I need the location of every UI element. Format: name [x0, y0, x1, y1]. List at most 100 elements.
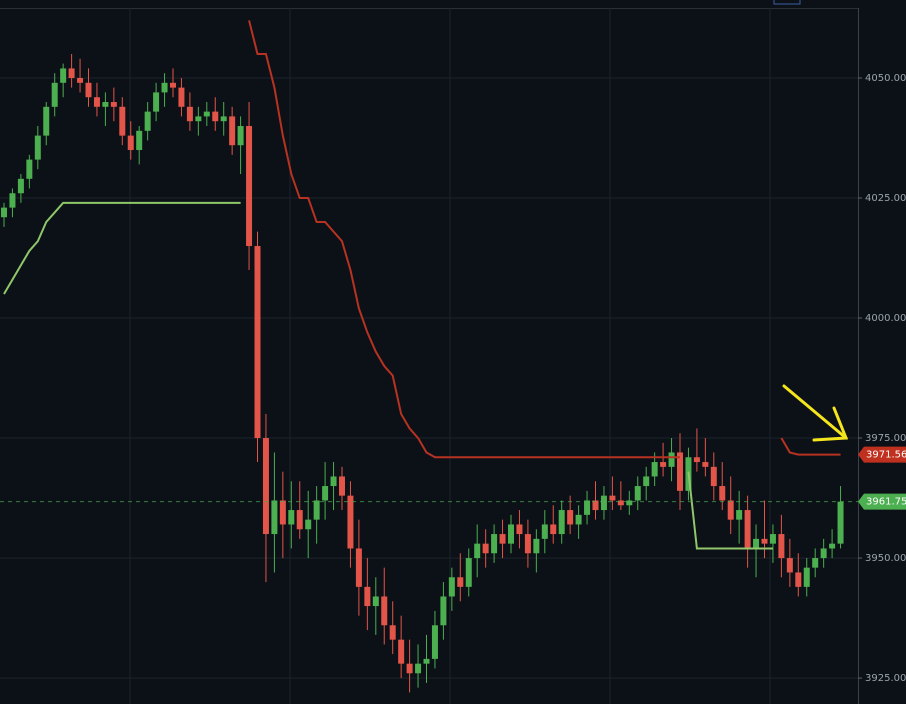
candle-body [567, 510, 574, 525]
vertical-grid [129, 8, 771, 704]
candle-body [660, 462, 667, 467]
candle-body [34, 135, 41, 160]
candle-body [440, 596, 447, 626]
candle-body [651, 462, 658, 477]
candle-body [668, 452, 675, 467]
candle-body [702, 462, 709, 467]
candle-body [524, 534, 531, 554]
y-tick-label: 3950.00 [865, 553, 906, 564]
supertrend-line [687, 471, 773, 550]
candle-body [829, 543, 836, 549]
price-label: 3971.56 [866, 450, 906, 461]
candle-body [406, 663, 413, 674]
candle-body [9, 193, 16, 208]
price-label-bg [858, 446, 906, 463]
supertrend-line [780, 437, 841, 456]
annotation-arrow [782, 384, 849, 442]
candle-body [499, 534, 506, 544]
candle-body [60, 68, 67, 83]
candle-body [322, 486, 329, 501]
candle-body [415, 663, 422, 674]
supertrend-line [248, 20, 680, 459]
supertrend-line [3, 201, 241, 295]
candle-body [119, 106, 126, 136]
candle-body [474, 543, 481, 559]
y-tick-label: 3975.00 [865, 433, 906, 444]
candle-body [643, 476, 650, 487]
candle-body [753, 538, 760, 549]
candle-body [634, 486, 641, 501]
plot: 3925.00 3950.00 3975.00 4000.00 4025.00 4050.… [0, 20, 906, 693]
candle-body [508, 524, 514, 544]
candle-body [296, 510, 303, 530]
candle-body [212, 111, 219, 122]
candle-body [77, 78, 84, 83]
candle-body [761, 538, 768, 544]
candle-body [195, 116, 202, 122]
price-label-bg [858, 493, 906, 510]
y-tick-label: 4050.00 [865, 73, 906, 84]
candle-body [677, 452, 683, 491]
candle-body [1, 207, 7, 218]
candle-body [93, 97, 100, 107]
candle-body [330, 476, 337, 487]
candle-body [186, 106, 193, 122]
candle-body [769, 534, 776, 544]
candle-body [229, 116, 236, 146]
candle-body [736, 510, 743, 520]
candle-body [592, 500, 599, 511]
candle-body [26, 159, 33, 179]
candle-body [465, 558, 472, 587]
candle-body [491, 534, 498, 554]
candle-body [288, 510, 295, 525]
candle-body [710, 466, 717, 487]
candle-body [144, 111, 151, 131]
candle-body [778, 534, 785, 559]
candle-body [727, 500, 734, 520]
candle-body [423, 658, 430, 664]
y-tick-label: 3925.00 [865, 673, 906, 684]
candle-body [271, 500, 278, 535]
candle-body [600, 495, 607, 511]
candle-body [381, 596, 388, 626]
candle-body [795, 572, 802, 587]
candle-body [339, 476, 345, 496]
candle-body [558, 510, 565, 535]
arrow-shaft [782, 384, 848, 440]
candle-body [178, 87, 185, 107]
candle-body [719, 486, 726, 501]
candle-body [372, 596, 379, 607]
candle-body [457, 577, 464, 587]
candle-body [220, 116, 227, 122]
candle-body [744, 510, 751, 549]
candle-body [262, 438, 269, 535]
candle-body [533, 538, 540, 554]
candle-body [246, 126, 253, 247]
candle-body [786, 558, 793, 573]
candle-body [237, 126, 244, 146]
candle-body [313, 500, 320, 520]
candle-body [609, 495, 616, 501]
candle-body [398, 639, 405, 664]
candle-body [837, 501, 844, 544]
candle-body [550, 524, 557, 535]
candle-body [482, 543, 489, 554]
candle-body [110, 102, 117, 107]
toolbar-button[interactable] [773, 0, 801, 5]
candle-body [626, 500, 633, 506]
arrow-head [812, 406, 849, 442]
candle-body [803, 567, 810, 587]
y-tick-label: 4000.00 [865, 313, 906, 324]
candle-body [161, 82, 168, 93]
candle-body [448, 577, 455, 597]
candle-body [364, 586, 371, 607]
candle-body [51, 82, 58, 107]
candle-body [575, 514, 582, 525]
candle-body [17, 178, 24, 194]
price-label: 3961.75 [866, 497, 906, 508]
candle-body [68, 68, 75, 79]
candle-body [43, 106, 50, 136]
candle-body [203, 111, 210, 117]
candle-body [347, 495, 354, 549]
